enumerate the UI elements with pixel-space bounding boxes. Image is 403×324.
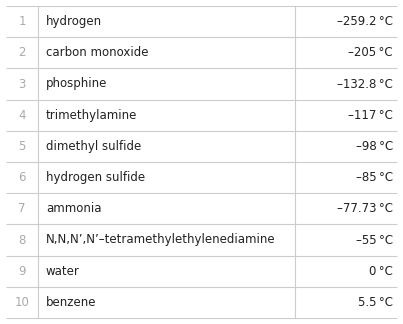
Text: phosphine: phosphine <box>46 77 107 90</box>
Text: 0 °C: 0 °C <box>369 265 393 278</box>
Text: –259.2 °C: –259.2 °C <box>337 15 393 28</box>
Text: 10: 10 <box>15 296 29 309</box>
Text: 6: 6 <box>18 171 26 184</box>
Text: trimethylamine: trimethylamine <box>46 109 137 122</box>
Text: 7: 7 <box>18 202 26 215</box>
Text: 5: 5 <box>18 140 26 153</box>
Text: carbon monoxide: carbon monoxide <box>46 46 148 59</box>
Text: 9: 9 <box>18 265 26 278</box>
Text: 1: 1 <box>18 15 26 28</box>
Text: N,N,N’,N’–tetramethylethylenediamine: N,N,N’,N’–tetramethylethylenediamine <box>46 234 276 247</box>
Text: 2: 2 <box>18 46 26 59</box>
Text: –117 °C: –117 °C <box>348 109 393 122</box>
Text: –98 °C: –98 °C <box>356 140 393 153</box>
Text: 5.5 °C: 5.5 °C <box>358 296 393 309</box>
Text: dimethyl sulfide: dimethyl sulfide <box>46 140 141 153</box>
Text: ammonia: ammonia <box>46 202 102 215</box>
Text: –85 °C: –85 °C <box>356 171 393 184</box>
Text: –55 °C: –55 °C <box>356 234 393 247</box>
Text: water: water <box>46 265 80 278</box>
Text: hydrogen sulfide: hydrogen sulfide <box>46 171 145 184</box>
Text: 3: 3 <box>18 77 26 90</box>
Text: 8: 8 <box>18 234 26 247</box>
Text: 4: 4 <box>18 109 26 122</box>
Text: –77.73 °C: –77.73 °C <box>337 202 393 215</box>
Text: –205 °C: –205 °C <box>348 46 393 59</box>
Text: –132.8 °C: –132.8 °C <box>337 77 393 90</box>
Text: hydrogen: hydrogen <box>46 15 102 28</box>
Text: benzene: benzene <box>46 296 96 309</box>
